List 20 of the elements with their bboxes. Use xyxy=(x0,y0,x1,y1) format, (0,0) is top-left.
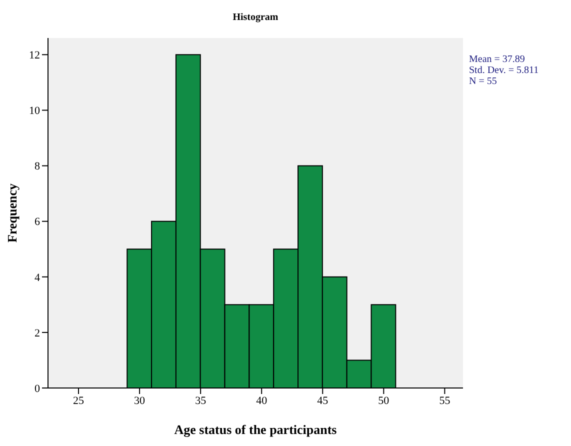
text: N = 55 xyxy=(469,76,498,87)
text: Mean = 37.89 xyxy=(469,54,526,65)
x-tick-label: 45 xyxy=(317,394,329,407)
x-tick-label: 35 xyxy=(195,394,207,407)
chart-title: Histogram xyxy=(232,12,280,23)
x-tick-label: 55 xyxy=(439,394,451,407)
x-tick-label: 25 xyxy=(73,394,85,407)
y-tick-label: 12 xyxy=(29,50,40,62)
y-tick-label: 0 xyxy=(34,382,40,395)
x-axis-title: Age status of the participants xyxy=(174,422,337,437)
y-tick-label: 6 xyxy=(34,216,40,228)
x-tick-label: 50 xyxy=(378,394,390,407)
y-tick-label: 8 xyxy=(34,160,40,173)
y-tick-label: 2 xyxy=(34,327,40,340)
y-tick-label: 10 xyxy=(29,105,40,118)
y-tick-label: 4 xyxy=(34,272,40,284)
x-tick-label: 30 xyxy=(134,394,146,407)
text: Std. Dev. = 5.811 xyxy=(469,65,539,76)
y-axis-title: Frequency xyxy=(4,183,20,242)
x-tick-label: 40 xyxy=(256,394,268,407)
